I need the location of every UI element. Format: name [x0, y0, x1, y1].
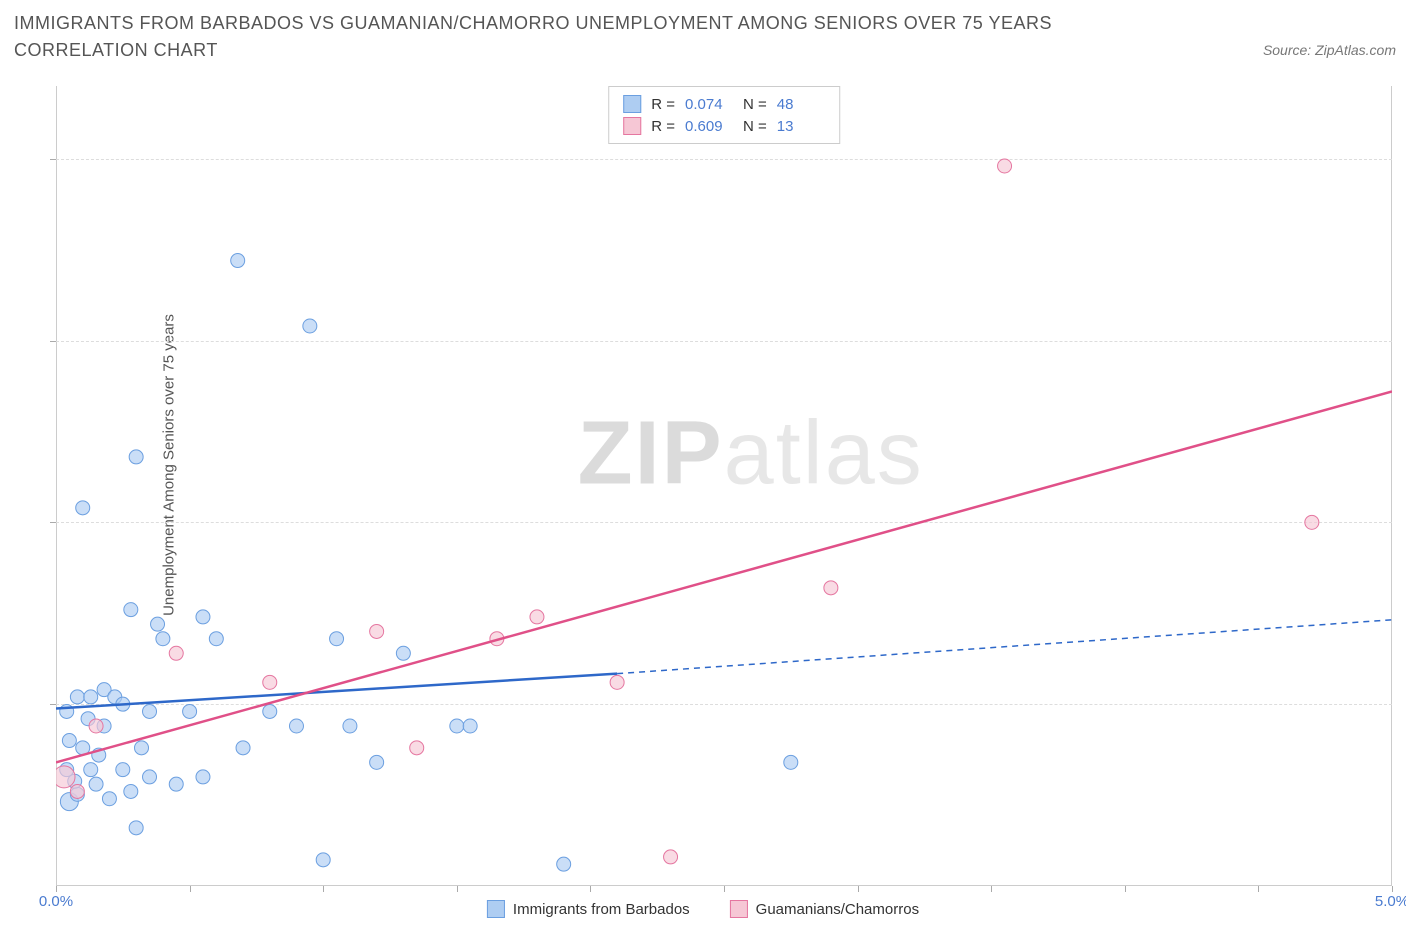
data-point	[396, 646, 410, 660]
data-point	[289, 719, 303, 733]
chart-title: IMMIGRANTS FROM BARBADOS VS GUAMANIAN/CH…	[14, 10, 1114, 64]
stat-r-label: R =	[651, 118, 675, 135]
x-tick	[1258, 886, 1259, 892]
data-point	[410, 741, 424, 755]
data-point	[76, 501, 90, 515]
data-point	[370, 624, 384, 638]
stat-r-label: R =	[651, 96, 675, 113]
data-point	[84, 690, 98, 704]
data-point	[151, 617, 165, 631]
data-point	[463, 719, 477, 733]
source-credit: Source: ZipAtlas.com	[1263, 42, 1396, 58]
stat-r-value: 0.609	[685, 118, 733, 135]
data-point	[610, 675, 624, 689]
data-point	[1305, 515, 1319, 529]
data-point	[135, 741, 149, 755]
data-point	[124, 784, 138, 798]
stats-row: R = 0.074 N = 48	[623, 93, 825, 115]
x-tick	[56, 886, 57, 892]
data-point	[84, 763, 98, 777]
data-point	[209, 632, 223, 646]
data-point	[557, 857, 571, 871]
data-point	[236, 741, 250, 755]
data-point	[450, 719, 464, 733]
legend-label: Guamanians/Chamorros	[756, 901, 919, 918]
data-point	[129, 450, 143, 464]
stats-row: R = 0.609 N = 13	[623, 115, 825, 137]
data-point	[784, 755, 798, 769]
data-point	[263, 704, 277, 718]
legend-item: Immigrants from Barbados	[487, 900, 690, 918]
trend-line	[56, 391, 1392, 762]
data-point	[143, 770, 157, 784]
stat-n-value: 48	[777, 96, 825, 113]
stats-legend: R = 0.074 N = 48 R = 0.609 N = 13	[608, 86, 840, 144]
data-point	[343, 719, 357, 733]
data-point	[169, 646, 183, 660]
data-point	[89, 777, 103, 791]
legend-swatch	[730, 900, 748, 918]
data-point	[169, 777, 183, 791]
data-point	[231, 254, 245, 268]
legend-swatch	[623, 117, 641, 135]
data-point	[530, 610, 544, 624]
stat-n-value: 13	[777, 118, 825, 135]
x-tick	[590, 886, 591, 892]
x-tick	[991, 886, 992, 892]
x-tick	[1392, 886, 1393, 892]
legend-swatch	[623, 95, 641, 113]
data-point	[143, 704, 157, 718]
data-point	[62, 734, 76, 748]
y-tick-label: 37.5%	[1397, 332, 1406, 349]
y-tick-label: 12.5%	[1397, 696, 1406, 713]
data-point	[102, 792, 116, 806]
legend-swatch	[487, 900, 505, 918]
data-point	[824, 581, 838, 595]
stat-r-value: 0.074	[685, 96, 733, 113]
trend-line	[56, 674, 617, 709]
data-point	[664, 850, 678, 864]
x-tick	[190, 886, 191, 892]
data-point	[316, 853, 330, 867]
x-tick-label: 5.0%	[1375, 893, 1406, 910]
y-tick-label: 25.0%	[1397, 514, 1406, 531]
data-point	[116, 763, 130, 777]
stat-n-label: N =	[743, 118, 767, 135]
data-point	[124, 603, 138, 617]
data-point	[196, 610, 210, 624]
x-tick	[457, 886, 458, 892]
legend-label: Immigrants from Barbados	[513, 901, 690, 918]
stat-n-label: N =	[743, 96, 767, 113]
scatter-plot: ZIPatlas R =0.074N =48R =0.609N =13 12.5…	[56, 86, 1392, 886]
data-point	[998, 159, 1012, 173]
data-point	[196, 770, 210, 784]
plot-svg	[56, 86, 1392, 886]
data-point	[70, 690, 84, 704]
data-point	[370, 755, 384, 769]
data-point	[70, 784, 84, 798]
trend-line-extension	[617, 620, 1392, 674]
x-tick	[724, 886, 725, 892]
data-point	[263, 675, 277, 689]
x-tick-label: 0.0%	[39, 893, 73, 910]
x-tick	[858, 886, 859, 892]
series-legend: Immigrants from Barbados Guamanians/Chamo…	[487, 900, 919, 918]
legend-item: Guamanians/Chamorros	[730, 900, 919, 918]
data-point	[89, 719, 103, 733]
data-point	[129, 821, 143, 835]
data-point	[303, 319, 317, 333]
y-tick-label: 50.0%	[1397, 150, 1406, 167]
data-point	[156, 632, 170, 646]
data-point	[183, 704, 197, 718]
data-point	[56, 766, 75, 788]
data-point	[330, 632, 344, 646]
x-tick	[1125, 886, 1126, 892]
x-tick	[323, 886, 324, 892]
